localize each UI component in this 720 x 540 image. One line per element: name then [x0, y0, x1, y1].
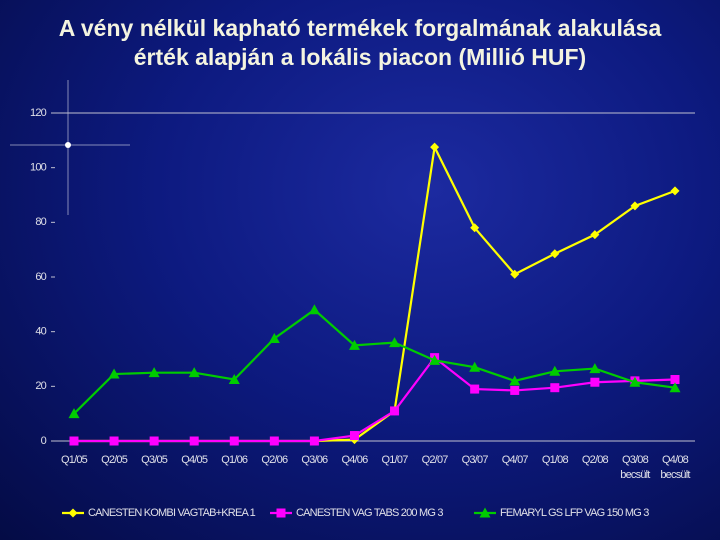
x-tick-label: Q2/08 [581, 454, 609, 466]
x-tick-label: Q3/05 [141, 454, 168, 466]
data-point [670, 375, 680, 384]
y-tick-label: 60 [35, 271, 46, 283]
data-point [630, 201, 640, 211]
data-point [268, 333, 280, 343]
x-tick-label: Q1/05 [61, 454, 88, 466]
legend-marker [479, 507, 491, 518]
data-point [269, 436, 279, 446]
x-tick-label: Q2/07 [421, 454, 449, 466]
data-point [670, 186, 680, 196]
y-tick-label: 0 [41, 435, 47, 447]
y-tick-label: 80 [35, 216, 46, 228]
chart-title: A vény nélkül kapható termékek forgalmán… [58, 15, 662, 70]
x-tick-label: Q3/06 [301, 454, 328, 466]
legend-label: CANESTEN KOMBI VAGTAB+KREA 1 [88, 507, 256, 519]
data-point [309, 436, 319, 446]
x-tick-label: Q1/07 [381, 454, 409, 466]
x-tick-label: Q1/06 [221, 454, 248, 466]
series-line [74, 356, 676, 443]
data-point [228, 374, 240, 384]
sparkle [65, 142, 71, 148]
y-tick-label: 120 [30, 107, 47, 119]
x-tick-label: Q4/07 [501, 454, 529, 466]
data-point [148, 367, 160, 378]
legend-label: FEMARYL GS LFP VAG 150 MG 3 [500, 507, 649, 519]
data-point [470, 384, 480, 394]
x-tick-label: Q3/07 [461, 454, 489, 466]
data-point [589, 363, 601, 374]
data-point [510, 385, 520, 395]
data-point [470, 223, 480, 233]
data-point [469, 361, 481, 372]
data-point [189, 436, 199, 446]
series-line [73, 308, 676, 415]
x-tick-label: Q4/08 becsült [660, 454, 690, 481]
data-point [590, 377, 600, 387]
legend-marker [276, 508, 286, 518]
data-point [68, 408, 80, 419]
data-point [348, 339, 360, 350]
data-point [390, 406, 400, 416]
x-tick-label: Q4/05 [181, 454, 208, 466]
x-tick-label: Q3/08 becsült [620, 454, 650, 481]
data-point [509, 375, 521, 386]
data-point [669, 382, 681, 393]
data-point [549, 365, 561, 376]
data-point [188, 367, 200, 378]
data-point [510, 269, 520, 279]
y-tick-label: 100 [30, 162, 47, 174]
data-point [109, 436, 119, 446]
x-tick-label: Q1/08 [541, 454, 569, 466]
data-point [69, 436, 79, 446]
data-point [590, 230, 600, 240]
data-point [389, 337, 401, 348]
data-point [429, 354, 441, 365]
data-point [629, 376, 641, 387]
x-tick-label: Q2/05 [101, 454, 128, 466]
data-point [229, 436, 239, 446]
y-tick-label: 20 [35, 380, 46, 392]
data-point [308, 304, 320, 315]
series-line [74, 143, 676, 443]
data-point [550, 383, 560, 393]
legend-label: CANESTEN VAG TABS 200 MG 3 [296, 507, 443, 519]
data-point [108, 368, 120, 379]
x-tick-label: Q2/06 [261, 454, 288, 466]
data-point [349, 431, 359, 441]
data-point [550, 249, 560, 259]
legend-marker [68, 508, 78, 518]
data-point [149, 436, 159, 446]
y-tick-label: 40 [35, 326, 46, 338]
data-point [430, 142, 440, 152]
x-tick-label: Q4/06 [341, 454, 368, 466]
